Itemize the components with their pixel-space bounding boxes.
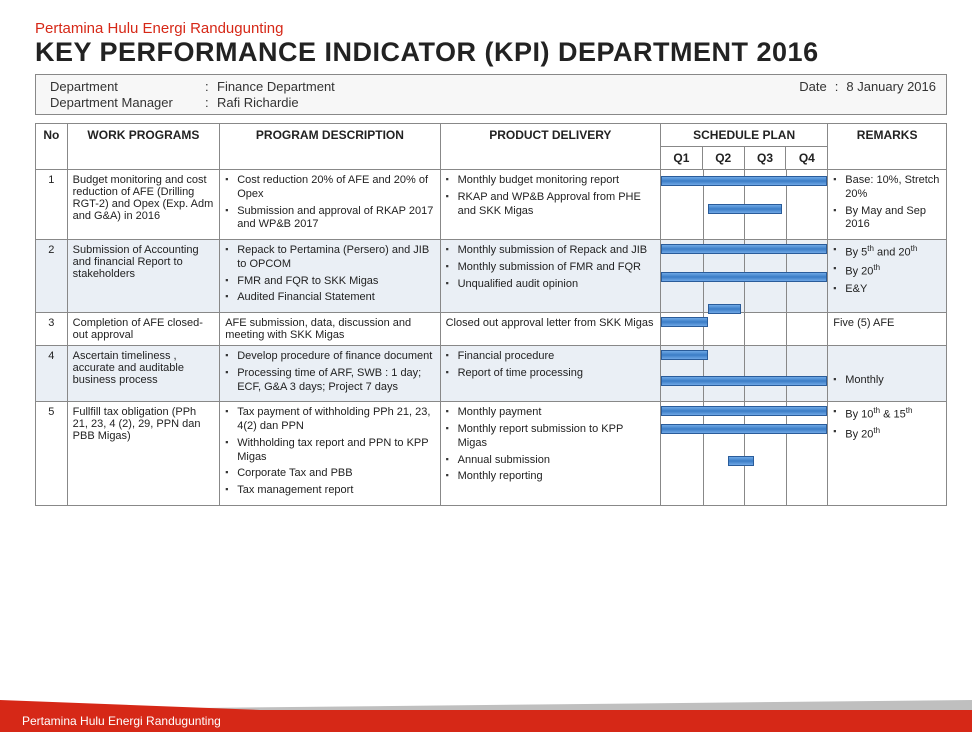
table-row: 5Fullfill tax obligation (PPh 21, 23, 4 … xyxy=(36,402,947,506)
footer-text: Pertamina Hulu Energi Randugunting xyxy=(22,714,221,728)
cell-schedule xyxy=(661,346,828,402)
schedule-bar xyxy=(661,272,827,282)
cell-no: 4 xyxy=(36,346,68,402)
cell-remarks: Base: 10%, Stretch 20%By May and Sep 201… xyxy=(828,170,947,240)
schedule-bar xyxy=(661,424,827,434)
footer: Pertamina Hulu Energi Randugunting xyxy=(0,700,972,732)
cell-desc: Cost reduction 20% of AFE and 20% of Ope… xyxy=(220,170,440,240)
table-row: 1Budget monitoring and cost reduction of… xyxy=(36,170,947,240)
cell-no: 5 xyxy=(36,402,68,506)
th-work: WORK PROGRAMS xyxy=(67,124,220,170)
page-title: KEY PERFORMANCE INDICATOR (KPI) DEPARTME… xyxy=(35,37,947,68)
table-row: 4Ascertain timeliness , accurate and aud… xyxy=(36,346,947,402)
cell-remarks: Five (5) AFE xyxy=(828,313,947,346)
cell-prod: Closed out approval letter from SKK Miga… xyxy=(440,313,660,346)
th-rem: REMARKS xyxy=(828,124,947,170)
schedule-bar xyxy=(661,244,827,254)
cell-work: Budget monitoring and cost reduction of … xyxy=(67,170,220,240)
table-row: 2Submission of Accounting and financial … xyxy=(36,240,947,313)
cell-no: 1 xyxy=(36,170,68,240)
date-label: Date xyxy=(799,79,826,110)
cell-prod: Monthly submission of Repack and JIBMont… xyxy=(440,240,660,313)
mgr-value: Rafi Richardie xyxy=(217,95,299,110)
schedule-bar xyxy=(661,406,827,416)
date-value: 8 January 2016 xyxy=(846,79,936,110)
th-q4: Q4 xyxy=(786,147,828,170)
cell-desc: Repack to Pertamina (Persero) and JIB to… xyxy=(220,240,440,313)
cell-remarks: By 10th & 15thBy 20th xyxy=(828,402,947,506)
th-q2: Q2 xyxy=(702,147,744,170)
cell-schedule xyxy=(661,313,828,346)
cell-remarks: Monthly xyxy=(828,346,947,402)
cell-work: Ascertain timeliness , accurate and audi… xyxy=(67,346,220,402)
schedule-bar xyxy=(661,350,708,360)
cell-no: 2 xyxy=(36,240,68,313)
cell-remarks: By 5th and 20thBy 20thE&Y xyxy=(828,240,947,313)
cell-schedule xyxy=(661,170,828,240)
cell-prod: Monthly budget monitoring reportRKAP and… xyxy=(440,170,660,240)
cell-prod: Financial procedureReport of time proces… xyxy=(440,346,660,402)
schedule-bar xyxy=(708,204,783,214)
company-subtitle: Pertamina Hulu Energi Randugunting xyxy=(35,20,947,37)
cell-desc: AFE submission, data, discussion and mee… xyxy=(220,313,440,346)
schedule-bar xyxy=(661,317,708,327)
th-no: No xyxy=(36,124,68,170)
th-q3: Q3 xyxy=(744,147,786,170)
kpi-table: No WORK PROGRAMS PROGRAM DESCRIPTION PRO… xyxy=(35,123,947,506)
th-prod: PRODUCT DELIVERY xyxy=(440,124,660,170)
cell-no: 3 xyxy=(36,313,68,346)
cell-schedule xyxy=(661,240,828,313)
th-sched: SCHEDULE PLAN xyxy=(661,124,828,147)
cell-work: Submission of Accounting and financial R… xyxy=(67,240,220,313)
dept-value: Finance Department xyxy=(217,79,335,94)
schedule-bar xyxy=(661,176,827,186)
table-row: 3Completion of AFE closed-out approvalAF… xyxy=(36,313,947,346)
cell-work: Fullfill tax obligation (PPh 21, 23, 4 (… xyxy=(67,402,220,506)
header-box: Department : Finance Department Departme… xyxy=(35,74,947,115)
cell-desc: Tax payment of withholding PPh 21, 23, 4… xyxy=(220,402,440,506)
cell-work: Completion of AFE closed-out approval xyxy=(67,313,220,346)
schedule-bar xyxy=(728,456,755,466)
schedule-bar xyxy=(661,376,827,386)
cell-schedule xyxy=(661,402,828,506)
cell-prod: Monthly paymentMonthly report submission… xyxy=(440,402,660,506)
th-desc: PROGRAM DESCRIPTION xyxy=(220,124,440,170)
dept-label: Department xyxy=(50,79,205,94)
mgr-label: Department Manager xyxy=(50,95,205,110)
cell-desc: Develop procedure of finance documentPro… xyxy=(220,346,440,402)
th-q1: Q1 xyxy=(661,147,703,170)
